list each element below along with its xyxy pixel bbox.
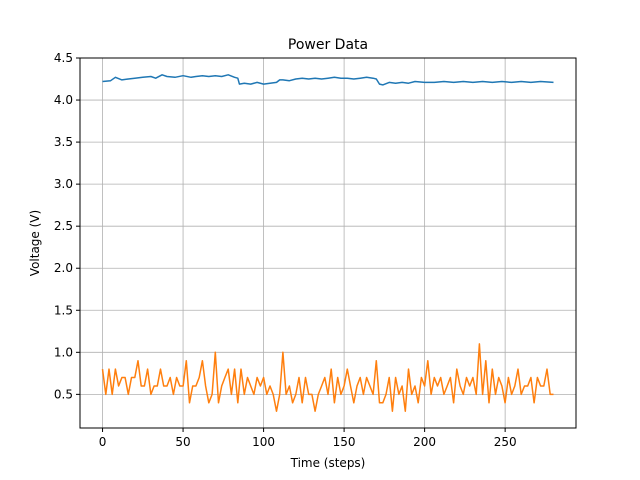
series-line-2 xyxy=(101,343,554,412)
x-tick-label: 50 xyxy=(175,435,190,449)
y-tick-label: 1.0 xyxy=(54,345,73,359)
chart-title: Power Data xyxy=(288,37,368,53)
y-tick-label: 4.5 xyxy=(54,51,73,65)
x-axis: 0 50 100 150 200 250 xyxy=(99,428,517,449)
y-axis-label: Voltage (V) xyxy=(28,210,42,276)
y-tick-label: 4.0 xyxy=(54,93,73,107)
x-tick-label: 200 xyxy=(413,435,436,449)
x-tick-label: 0 xyxy=(99,435,107,449)
series-layer xyxy=(101,74,554,412)
plot-frame xyxy=(79,57,577,429)
y-axis: 0.5 1.0 1.5 2.0 2.5 3.0 3.5 4.0 4.5 xyxy=(54,51,80,401)
y-tick-label: 3.5 xyxy=(54,135,73,149)
x-tick-label: 100 xyxy=(252,435,275,449)
x-tick-label: 250 xyxy=(494,435,517,449)
y-tick-label: 2.0 xyxy=(54,261,73,275)
x-axis-label: Time (steps) xyxy=(290,456,366,470)
x-tick-label: 150 xyxy=(333,435,356,449)
y-tick-label: 2.5 xyxy=(54,219,73,233)
y-tick-label: 0.5 xyxy=(54,387,73,401)
y-tick-label: 3.0 xyxy=(54,177,73,191)
grid xyxy=(80,57,576,428)
y-tick-label: 1.5 xyxy=(54,303,73,317)
series-line-1 xyxy=(102,74,554,86)
